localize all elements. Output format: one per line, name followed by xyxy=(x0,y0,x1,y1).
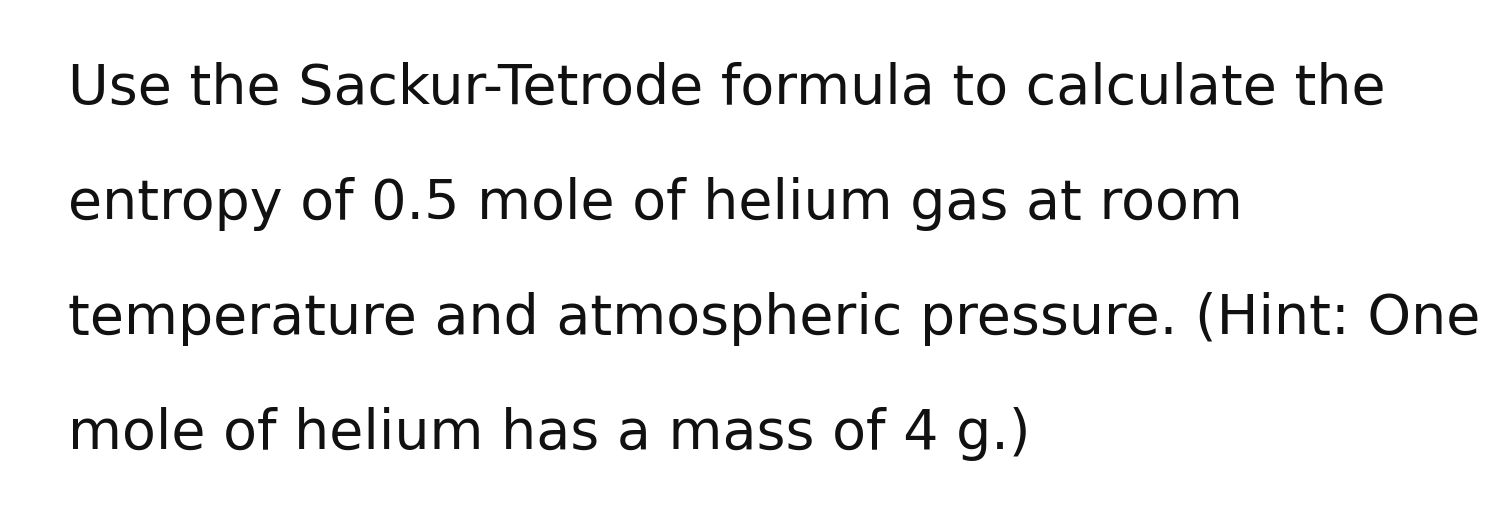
Text: mole of helium has a mass of 4 g.): mole of helium has a mass of 4 g.) xyxy=(68,407,1030,461)
Text: Use the Sackur-Tetrode formula to calculate the: Use the Sackur-Tetrode formula to calcul… xyxy=(68,61,1384,115)
Text: temperature and atmospheric pressure. (Hint: One: temperature and atmospheric pressure. (H… xyxy=(68,292,1480,346)
Text: entropy of 0.5 mole of helium gas at room: entropy of 0.5 mole of helium gas at roo… xyxy=(68,177,1242,230)
